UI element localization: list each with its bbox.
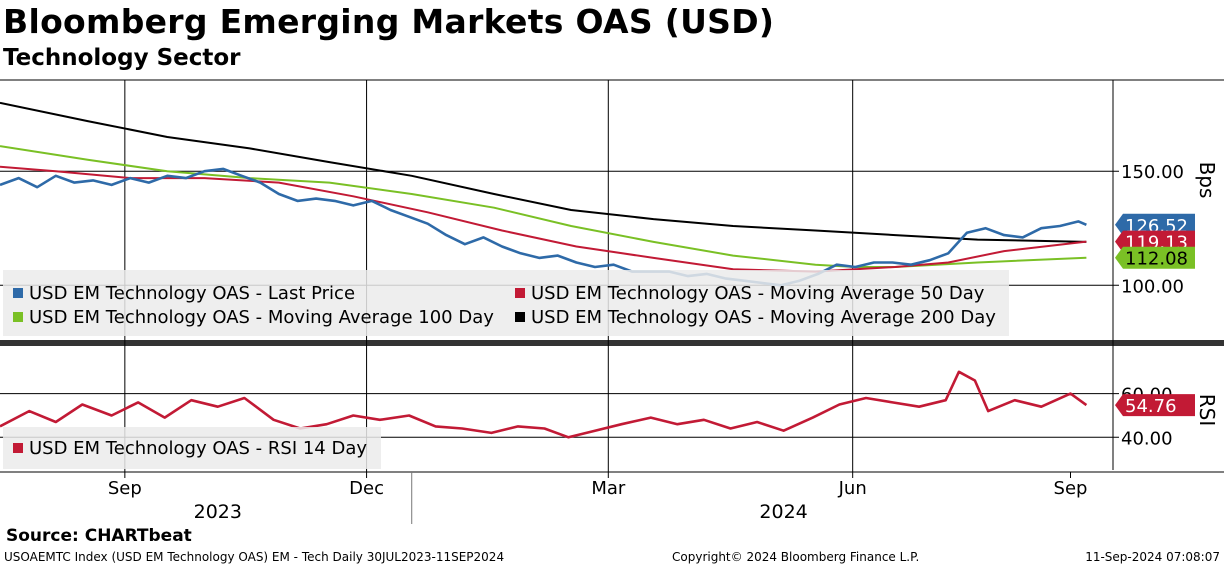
y-axis-title: Bps <box>1195 162 1219 199</box>
legend-swatch <box>13 288 23 298</box>
series-line <box>0 101 1087 243</box>
panel-separator <box>0 340 1224 346</box>
legend-label: USD EM Technology OAS - RSI 14 Day <box>29 438 368 459</box>
year-label: 2024 <box>759 501 807 523</box>
index-info: USOAEMTC Index (USD EM Technology OAS) E… <box>4 550 505 564</box>
last-value-tag-shape <box>1115 213 1195 236</box>
last-value-tag-label: 112.08 <box>1125 249 1188 270</box>
copyright: Copyright© 2024 Bloomberg Finance L.P. <box>672 550 920 564</box>
legend-item-ma50: USD EM Technology OAS - Moving Average 5… <box>515 284 984 304</box>
legend-swatch <box>515 312 525 322</box>
x-tick-label: Sep <box>1054 478 1088 499</box>
last-value-tag-shape <box>1115 394 1195 417</box>
legend-label: USD EM Technology OAS - Moving Average 2… <box>531 307 996 328</box>
legend-label: USD EM Technology OAS - Moving Average 5… <box>531 283 985 304</box>
legend-item-rsi: USD EM Technology OAS - RSI 14 Day <box>13 439 367 459</box>
source-label: Source: CHARTbeat <box>6 526 192 546</box>
y-tick-label: 150.00 <box>1121 162 1184 183</box>
timestamp: 11-Sep-2024 07:08:07 <box>1085 550 1220 564</box>
year-label: 2023 <box>194 501 242 523</box>
rsi-legend: USD EM Technology OAS - RSI 14 Day <box>3 427 381 469</box>
series-line <box>0 370 1088 439</box>
chart-title: Bloomberg Emerging Markets OAS (USD) <box>3 2 775 41</box>
series-line <box>0 145 1087 268</box>
y-axis-title: RSI <box>1195 394 1219 427</box>
legend-item-last-price: USD EM Technology OAS - Last Price <box>13 284 355 304</box>
y-tick-label: 100.00 <box>1121 276 1184 297</box>
last-value-tag-shape <box>1115 246 1195 269</box>
x-tick-label: Sep <box>108 478 142 499</box>
legend-label: USD EM Technology OAS - Moving Average 1… <box>29 307 494 328</box>
legend-label: USD EM Technology OAS - Last Price <box>29 283 356 304</box>
last-value-tag: 54.76 <box>1115 394 1195 417</box>
last-value-tag-label: 54.76 <box>1125 396 1177 417</box>
y-tick-label: 40.00 <box>1121 428 1173 449</box>
legend-item-ma100: USD EM Technology OAS - Moving Average 1… <box>13 308 494 328</box>
legend-swatch <box>13 443 23 453</box>
x-tick-label: Dec <box>349 478 384 499</box>
series-line <box>0 167 1087 287</box>
x-tick-label: Jun <box>838 478 867 499</box>
chart-subtitle: Technology Sector <box>3 45 241 71</box>
x-tick-label: Mar <box>591 478 626 499</box>
legend-swatch <box>515 288 525 298</box>
last-value-tag: 112.08 <box>1115 246 1195 270</box>
legend-item-ma200: USD EM Technology OAS - Moving Average 2… <box>515 308 996 328</box>
price-legend: USD EM Technology OAS - Last Price USD E… <box>3 270 1009 336</box>
legend-swatch <box>13 312 23 322</box>
